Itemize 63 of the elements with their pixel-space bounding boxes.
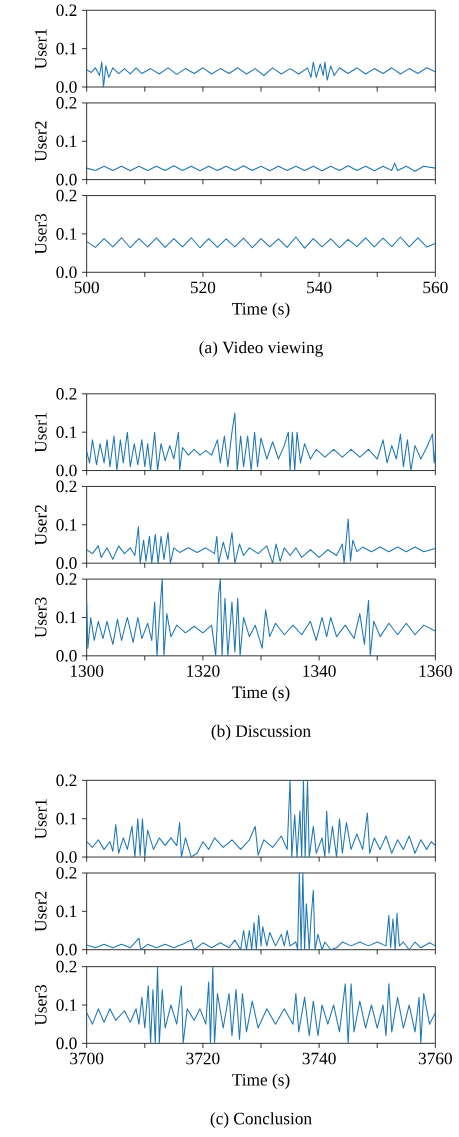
y-tick-label: 0.1 [56, 42, 77, 55]
x-tick-label: 1300 [70, 665, 104, 677]
y-tick-label: 0.2 [56, 960, 77, 973]
y-tick-label: 0.2 [56, 189, 77, 202]
x-tick-label: 3740 [302, 1052, 336, 1065]
y-tick-label: 0.0 [56, 557, 77, 570]
y-axis-title: User1 [34, 29, 47, 69]
x-tick-label: 3700 [70, 1052, 104, 1065]
x-axis-title: Time (s) [232, 685, 290, 702]
y-tick-label: 0.1 [56, 905, 77, 918]
y-axis-title: User1 [34, 412, 47, 453]
y-tick-label: 0.1 [56, 135, 77, 148]
line-series [86, 578, 436, 657]
x-tick-label: 3760 [418, 1052, 452, 1065]
y-axis-title: User2 [34, 121, 47, 162]
y-axis-title: User1 [34, 799, 47, 839]
line-series [86, 162, 436, 172]
y-axis-title: User2 [34, 891, 47, 932]
y-tick-label: 0.0 [56, 266, 77, 279]
y-axis-title: User3 [34, 985, 47, 1026]
y-tick-label: 0.0 [56, 1037, 77, 1050]
x-tick-label: 1340 [303, 665, 336, 677]
y-tick-label: 0.2 [56, 97, 77, 109]
x-tick-label: 3720 [186, 1052, 220, 1065]
y-tick-label: 0.2 [56, 4, 77, 17]
text: (a) Video viewing [199, 341, 323, 357]
line-series [86, 61, 436, 88]
x-tick-label: 520 [190, 281, 216, 294]
y-tick-label: 0.0 [56, 851, 77, 863]
line-series [86, 872, 436, 951]
y-axis-title: User2 [34, 505, 47, 546]
y-tick-label: 0.1 [56, 812, 77, 825]
y-tick-label: 0.0 [56, 943, 77, 956]
y-tick-label: 0.1 [56, 426, 77, 439]
y-tick-label: 0.1 [56, 518, 77, 531]
y-axis-title: User3 [34, 597, 47, 638]
line-series [86, 518, 436, 564]
line-series [86, 779, 436, 858]
y-tick-label: 0.1 [56, 611, 77, 624]
y-tick-label: 0.2 [56, 480, 77, 493]
x-tick-label: 500 [74, 281, 99, 294]
y-tick-label: 0.0 [56, 464, 77, 477]
x-tick-label: 1360 [419, 665, 452, 677]
x-tick-label: 1320 [187, 665, 220, 677]
x-tick-label: 540 [307, 281, 332, 294]
y-tick-label: 0.2 [56, 774, 77, 787]
y-axis-title: User3 [34, 213, 47, 255]
y-tick-label: 0.2 [56, 867, 77, 879]
y-tick-label: 0.1 [56, 228, 77, 240]
y-tick-label: 0.2 [56, 387, 77, 400]
x-axis-title: Time (s) [232, 302, 290, 319]
text: (c) Conclusion [210, 1112, 312, 1128]
line-series [86, 966, 436, 1044]
y-tick-label: 0.0 [56, 173, 77, 186]
y-tick-label: 0.0 [56, 649, 77, 662]
y-tick-label: 0.0 [56, 81, 77, 93]
x-axis-title: Time (s) [232, 1073, 290, 1090]
x-tick-label: 560 [423, 281, 448, 294]
line-series [86, 412, 436, 472]
y-tick-label: 0.1 [56, 999, 77, 1011]
line-series [86, 236, 436, 249]
text: (b) Discussion [211, 724, 311, 741]
y-tick-label: 0.2 [56, 573, 77, 585]
